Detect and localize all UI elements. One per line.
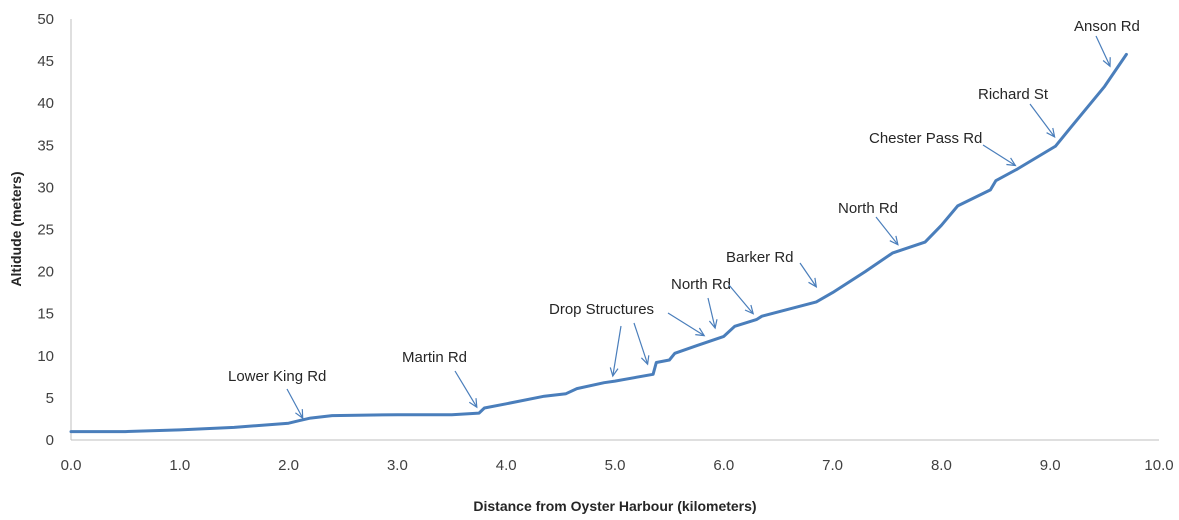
annotations: Lower King Rd Martin Rd Drop Structures Nor… — [228, 18, 1140, 420]
y-tick-label: 5 — [46, 390, 54, 407]
y-tick-label: 15 — [37, 306, 54, 323]
annotation-arrow — [875, 216, 899, 246]
x-tick-label: 7.0 — [822, 457, 843, 474]
annotation-label: Lower King Rd — [228, 368, 326, 385]
annotation-arrowhead — [468, 398, 478, 409]
annotation-arrow — [454, 370, 478, 408]
y-tick-label: 50 — [37, 11, 54, 28]
annotation-arrowhead — [889, 235, 899, 246]
annotation-arrowhead — [609, 367, 619, 378]
annotation-arrowhead — [744, 304, 755, 315]
annotation-arrowhead — [695, 327, 706, 337]
series-line-altitude — [69, 52, 1128, 434]
y-tick-label: 30 — [37, 179, 54, 196]
annotation-label: North Rd — [838, 200, 898, 217]
x-tick-label: 4.0 — [496, 457, 517, 474]
y-tick-labels: 0 5 10 15 20 25 30 35 40 45 50 — [37, 11, 54, 449]
x-tick-label: 1.0 — [169, 457, 190, 474]
annotation-label: North Rd — [671, 276, 731, 293]
annotation-arrowhead — [1006, 157, 1017, 167]
x-tick-label: 0.0 — [61, 457, 82, 474]
annotation-arrowhead — [1046, 127, 1056, 139]
annotation-arrow — [799, 262, 817, 288]
annotation-arrowhead — [640, 355, 650, 366]
x-axis-title: Distance from Oyster Harbour (kilometers… — [473, 498, 756, 514]
annotation-arrowhead — [808, 277, 818, 288]
y-tick-label: 25 — [37, 222, 54, 239]
annotation-arrow — [633, 322, 649, 365]
annotation-arrowhead — [708, 319, 718, 330]
x-tick-label: 6.0 — [713, 457, 734, 474]
annotation-arrowhead — [295, 409, 304, 420]
annotation-arrow — [707, 297, 716, 329]
annotation-arrow — [728, 284, 754, 315]
x-tick-label: 5.0 — [605, 457, 626, 474]
x-tick-label: 2.0 — [278, 457, 299, 474]
annotation-arrow — [286, 388, 304, 419]
x-tick-label: 3.0 — [387, 457, 408, 474]
x-tick-labels: 0.0 1.0 2.0 3.0 4.0 5.0 6.0 7.0 8.0 9.0 10.0 — [61, 457, 1174, 474]
annotation-label: Barker Rd — [726, 249, 794, 266]
y-axis-title: Altidude (meters) — [8, 171, 24, 286]
annotation-arrow — [1095, 35, 1111, 67]
y-tick-label: 35 — [37, 137, 54, 154]
x-tick-label: 10.0 — [1144, 457, 1173, 474]
x-tick-label: 9.0 — [1040, 457, 1061, 474]
series-group — [69, 52, 1128, 434]
annotation-label: Richard St — [978, 86, 1049, 103]
annotation-arrow — [982, 144, 1016, 167]
annotation-label: Drop Structures — [549, 301, 654, 318]
annotation-arrow — [1029, 103, 1056, 138]
y-tick-label: 10 — [37, 348, 54, 365]
annotation-arrow — [667, 312, 705, 337]
annotation-label: Anson Rd — [1074, 18, 1140, 35]
y-tick-label: 0 — [46, 432, 54, 449]
annotation-label: Martin Rd — [402, 349, 467, 366]
y-tick-label: 45 — [37, 53, 54, 70]
annotation-arrowhead — [1102, 57, 1111, 68]
y-tick-label: 20 — [37, 264, 54, 281]
x-tick-label: 8.0 — [931, 457, 952, 474]
annotation-label: Chester Pass Rd — [869, 130, 982, 147]
annotation-arrow — [612, 325, 622, 377]
y-tick-label: 40 — [37, 95, 54, 112]
